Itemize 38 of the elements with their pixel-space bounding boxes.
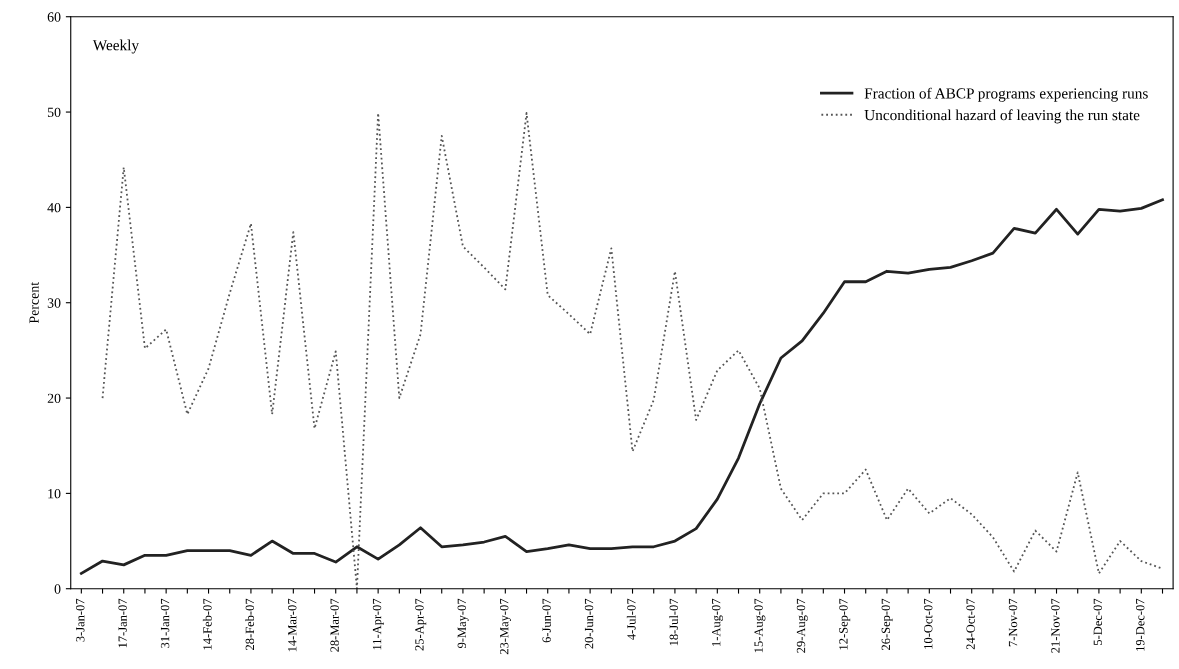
legend-label: Unconditional hazard of leaving the run state	[864, 109, 1140, 124]
y-tick-label: 30	[47, 298, 61, 308]
x-tick-label: 9-May-07	[457, 598, 469, 649]
x-tick-label: 15-Aug-07	[754, 598, 766, 653]
line-series	[79, 198, 1164, 575]
x-tick-label: 29-Aug-07	[796, 598, 808, 653]
x-tick-label: 5-Dec-07	[1093, 598, 1103, 645]
y-tick-label: 20	[47, 393, 61, 404]
annotation: Weekly	[92, 39, 140, 54]
x-tick-label: 19-Dec-07	[1136, 598, 1145, 651]
x-tick-label: 1-Aug-07	[711, 598, 723, 646]
legend-label: Fraction of ABCP programs experiencing runs	[864, 87, 1148, 102]
x-tick-label: 23-May-07	[499, 598, 511, 655]
y-tick-label: 60	[47, 12, 61, 22]
x-tick-label: 12-Sep-07	[839, 598, 851, 650]
x-tick-label: 7-Nov-07	[1008, 598, 1018, 647]
x-tick-label: 3-Jan-07	[76, 598, 85, 642]
x-tick-label: 18-Jul-07	[669, 598, 679, 646]
x-tick-label: 11-Apr-07	[372, 598, 384, 650]
x-tick-label: 17-Jan-07	[118, 598, 127, 648]
x-tick-label: 6-Jun-07	[542, 598, 551, 643]
y-axis-title: Percent	[29, 281, 39, 324]
x-tick-label: 14-Feb-07	[202, 598, 212, 650]
x-tick-label: 21-Nov-07	[1051, 598, 1060, 653]
y-tick-label: 50	[47, 107, 61, 118]
x-tick-label: 24-Oct-07	[966, 598, 975, 650]
x-tick-label: 26-Sep-07	[881, 598, 893, 650]
x-tick-label: 28-Feb-07	[245, 598, 255, 650]
y-tick-label: 40	[47, 202, 61, 213]
x-tick-label: 31-Jan-07	[160, 598, 170, 648]
y-tick-label: 10	[48, 488, 61, 499]
x-tick-label: 10-Oct-07	[924, 598, 933, 649]
x-tick-label: 20-Jun-07	[584, 598, 594, 649]
x-tick-label: 4-Jul-07	[626, 598, 636, 640]
x-tick-label: 28-Mar-07	[330, 598, 339, 652]
y-tick-label: 0	[54, 584, 61, 594]
x-tick-label: 14-Mar-07	[288, 598, 297, 652]
x-tick-label: 25-Apr-07	[415, 598, 427, 651]
